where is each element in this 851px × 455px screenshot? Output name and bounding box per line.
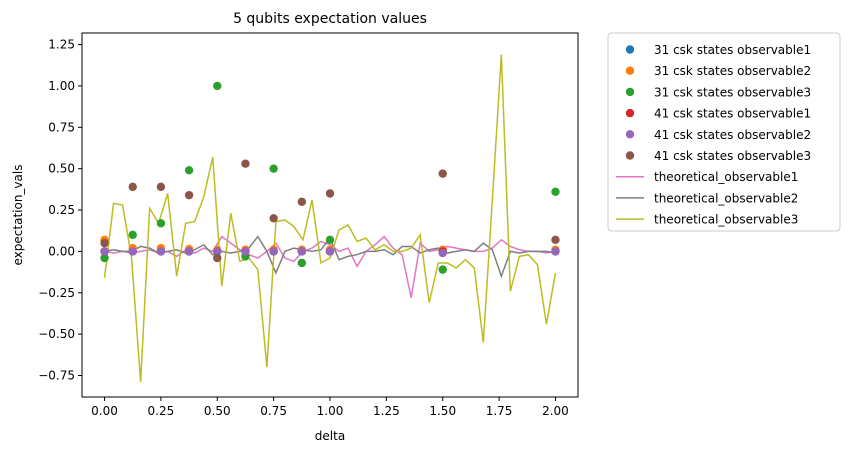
x-tick-label: 0.75	[260, 404, 287, 418]
point-41-csk-states-observable2	[438, 248, 447, 258]
legend-marker	[625, 151, 635, 160]
legend-entry-41-csk-states-observable1: 41 csk states observable1	[625, 107, 811, 121]
x-tick-label: 0.25	[148, 404, 175, 418]
point-31-csk-states-observable3	[100, 253, 109, 263]
y-tick-label: 0.00	[48, 244, 75, 258]
legend-label: 41 csk states observable2	[654, 128, 811, 142]
point-41-csk-states-observable3	[156, 182, 166, 192]
series-line-theoretical-observable3	[103, 54, 557, 383]
point-31-csk-states-observable3	[438, 265, 447, 274]
legend-entry-41-csk-states-observable3: 41 csk states observable3	[625, 149, 811, 163]
legend-entry-theoretical-observable2: theoretical_observable2	[616, 191, 798, 205]
point-41-csk-states-observable3	[551, 235, 560, 245]
legend-label: 31 csk states observable2	[654, 64, 811, 78]
point-41-csk-states-observable2	[269, 247, 278, 256]
legend-label: 31 csk states observable3	[654, 85, 811, 99]
point-41-csk-states-observable2	[297, 247, 307, 256]
y-tick-label: 1.25	[48, 38, 75, 52]
point-41-csk-states-observable3	[100, 238, 109, 248]
x-tick-label: 1.50	[429, 404, 456, 418]
y-tick-label: −0.25	[38, 286, 75, 300]
y-tick-label: 0.50	[48, 162, 75, 176]
point-31-csk-states-observable3	[269, 164, 278, 173]
point-31-csk-states-observable3	[297, 258, 307, 268]
y-axis-ticks: −0.75 −0.50 −0.25 0.00 0.25 0.50 0.75 1.00 1.25	[38, 38, 82, 382]
x-tick-label: 2.00	[542, 404, 569, 418]
point-41-csk-states-observable2	[325, 247, 335, 256]
point-41-csk-states-observable2	[100, 247, 109, 256]
point-41-csk-states-observable3	[241, 159, 250, 168]
point-31-csk-states-observable3	[156, 219, 166, 228]
point-41-csk-states-observable3	[269, 214, 278, 223]
point-41-csk-states-observable2	[241, 247, 250, 256]
point-41-csk-states-observable2	[156, 247, 166, 256]
legend-label: 41 csk states observable3	[654, 149, 811, 163]
legend-marker	[625, 45, 635, 54]
plot-area	[81, 32, 579, 398]
point-41-csk-states-observable2	[128, 247, 137, 256]
point-31-csk-states-observable3	[325, 235, 335, 245]
legend-label: theoretical_observable2	[654, 191, 798, 205]
legend-label: 41 csk states observable1	[654, 107, 811, 121]
point-41-csk-states-observable2	[184, 247, 194, 256]
legend-label: theoretical_observable1	[654, 170, 798, 184]
y-tick-label: 0.25	[48, 203, 75, 217]
x-tick-label: 0.00	[91, 404, 118, 418]
legend-marker	[625, 130, 635, 139]
x-axis-ticks: 0.00 0.25 0.50 0.75 1.00 1.25 1.50 1.75 2.00	[91, 397, 569, 418]
legend-entry-theoretical-observable1: theoretical_observable1	[616, 170, 798, 184]
y-axis-label: expectation_vals	[11, 165, 25, 266]
point-41-csk-states-observable3	[438, 169, 447, 178]
legend-label: theoretical_observable3	[654, 213, 798, 227]
chart-title: 5 qubits expectation values	[233, 11, 427, 27]
point-41-csk-states-observable3	[184, 190, 194, 200]
legend-entry-31-csk-states-observable1: 31 csk states observable1	[625, 43, 811, 57]
y-tick-label: 1.00	[48, 79, 75, 93]
point-31-csk-states-observable3	[128, 230, 137, 240]
x-tick-label: 1.00	[317, 404, 344, 418]
point-41-csk-states-observable3	[297, 197, 307, 206]
y-tick-label: −0.50	[38, 327, 75, 341]
point-31-csk-states-observable3	[213, 81, 222, 91]
point-31-csk-states-observable3	[184, 166, 194, 175]
legend-marker	[625, 108, 635, 118]
y-tick-label: −0.75	[38, 368, 75, 382]
point-41-csk-states-observable3	[213, 253, 222, 263]
x-tick-label: 0.50	[204, 404, 231, 418]
legend-marker	[625, 66, 635, 75]
legend-marker	[625, 87, 635, 97]
legend-frame	[607, 32, 841, 232]
legend-entry-31-csk-states-observable2: 31 csk states observable2	[625, 64, 811, 78]
x-tick-label: 1.25	[373, 404, 400, 418]
series-points	[100, 81, 560, 274]
point-41-csk-states-observable3	[325, 189, 335, 198]
x-tick-label: 1.75	[486, 404, 513, 418]
legend-entry-theoretical-observable3: theoretical_observable3	[616, 213, 798, 227]
x-axis-label: delta	[315, 429, 345, 443]
legend-label: 31 csk states observable1	[654, 43, 811, 57]
legend: 31 csk states observable1 31 csk states o…	[607, 32, 841, 232]
legend-entry-41-csk-states-observable2: 41 csk states observable2	[625, 128, 811, 142]
y-tick-label: 0.75	[48, 120, 75, 134]
point-31-csk-states-observable3	[551, 187, 560, 197]
legend-entry-31-csk-states-observable3: 31 csk states observable3	[625, 85, 811, 99]
point-41-csk-states-observable3	[128, 182, 137, 192]
point-41-csk-states-observable2	[551, 247, 560, 256]
point-41-csk-states-observable2	[213, 247, 222, 256]
